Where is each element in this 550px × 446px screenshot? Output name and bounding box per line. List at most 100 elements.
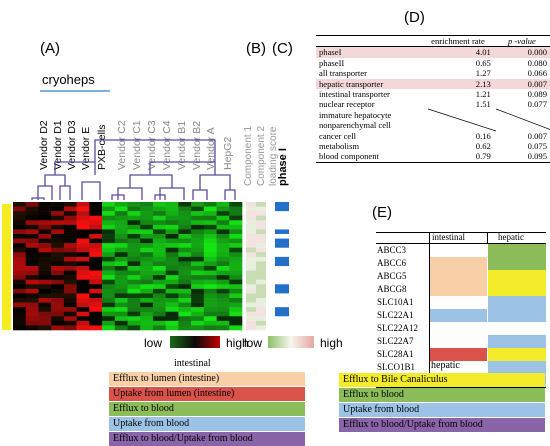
- heatmap-cell: [89, 298, 103, 303]
- table-e-bottomline: [376, 387, 546, 388]
- phase-cell: [275, 211, 289, 217]
- heatmap-cell: [102, 238, 116, 244]
- heatmap-cell: [216, 215, 230, 221]
- heatmap-cell: [127, 266, 141, 271]
- heatmap-cell: [76, 234, 90, 239]
- heatmap-cell: [203, 247, 217, 253]
- heatmap-cell: [229, 270, 243, 276]
- table-e-gene: ABCC6: [377, 258, 407, 268]
- heatmap-cell: [114, 247, 128, 253]
- panel-label-c: (C): [272, 40, 293, 57]
- heatmap-cell: [63, 247, 77, 253]
- heatmap-cell: [25, 302, 39, 308]
- heatmap-cell: [38, 252, 52, 258]
- loading-score-cell: [256, 256, 266, 262]
- heatmap-cell: [76, 307, 90, 313]
- heatmap-cell: [165, 316, 179, 322]
- heatmap-cell: [152, 302, 166, 308]
- heatmap-cell: [203, 234, 217, 239]
- heatmap-cell: [152, 261, 166, 267]
- heatmap-cell: [178, 288, 192, 294]
- heatmap-cell: [152, 206, 166, 212]
- heatmap-cell: [140, 270, 154, 276]
- heatmap-cell: [25, 206, 39, 212]
- loading-score-cell: [256, 325, 266, 331]
- heatmap-cell: [152, 243, 166, 249]
- heatmap-cell: [203, 320, 217, 326]
- loading-score-cell: [256, 211, 266, 217]
- heatmap-cell: [216, 288, 230, 294]
- heatmap-cell: [114, 252, 128, 258]
- heatmap-cell: [13, 234, 27, 239]
- heatmap-cell: [140, 243, 154, 249]
- table-d-cell-rate: 1.51: [475, 99, 491, 110]
- heatmap-cell: [102, 224, 116, 230]
- heatmap-cell: [229, 288, 243, 294]
- heatmap-cell: [13, 311, 27, 317]
- heatmap-cell: [165, 307, 179, 313]
- heatmap-cell: [127, 247, 141, 253]
- heatmap-cell: [165, 252, 179, 258]
- table-e-hepatic-cell: [488, 257, 546, 270]
- heatmap-cell: [102, 261, 116, 267]
- heatmap-cell: [152, 288, 166, 294]
- heatmap-cell: [229, 266, 243, 271]
- loading-score-cell: [246, 243, 256, 249]
- heatmap-cell: [127, 275, 141, 281]
- phase-cell: [275, 215, 289, 221]
- loading-score-cell: [256, 238, 266, 244]
- heatmap-cell: [203, 311, 217, 317]
- heatmap-cell: [216, 202, 230, 207]
- heatmap-cell: [178, 215, 192, 221]
- heatmap-cell: [165, 247, 179, 253]
- heatmap-cell: [178, 316, 192, 322]
- heatmap-cell: [191, 229, 205, 235]
- heatmap-cell: [140, 202, 154, 207]
- heatmap-cell: [152, 325, 166, 331]
- table-e-gene: SLC28A1: [377, 349, 414, 359]
- heatmap-cell: [76, 284, 90, 290]
- heatmap-cell: [102, 325, 116, 331]
- heatmap-cell: [51, 311, 65, 317]
- table-e-intestinal-cell: [430, 309, 487, 322]
- heatmap-cell: [38, 275, 52, 281]
- heatmap-cell: [51, 325, 65, 331]
- phase-cell: [275, 316, 289, 322]
- loading-score-cell: [256, 252, 266, 258]
- heatmap-cell: [102, 279, 116, 285]
- phase-cell: [275, 298, 289, 303]
- heatmap-cell: [13, 302, 27, 308]
- heatmap-cell: [152, 252, 166, 258]
- heatmap-cell: [25, 238, 39, 244]
- heatmap-cell: [216, 298, 230, 303]
- heatmap-cell: [38, 247, 52, 253]
- phase-cell: [275, 247, 289, 253]
- heatmap-cell: [89, 266, 103, 271]
- loading-score-cell: [256, 206, 266, 212]
- heatmap-cell: [76, 311, 90, 317]
- heatmap-cell: [38, 288, 52, 294]
- heatmap-cell: [229, 229, 243, 235]
- loading-score-cell: [246, 275, 256, 281]
- heatmap-cell: [102, 288, 116, 294]
- table-d-cell-p: 0.077: [527, 99, 547, 110]
- heatmap-cell: [229, 298, 243, 303]
- heatmap-cell: [178, 320, 192, 326]
- legend-item-label: Efflux to blood: [113, 403, 174, 414]
- heatmap-cell: [102, 202, 116, 207]
- heatmap-cell: [114, 224, 128, 230]
- heatmap-cell: [114, 298, 128, 303]
- phase-cell: [275, 220, 289, 226]
- heatmap-cell: [51, 293, 65, 299]
- heatmap-cell: [203, 224, 217, 230]
- heatmap-cell: [178, 234, 192, 239]
- heatmap-cell: [140, 325, 154, 331]
- table-d-row: phaseI 4.01 0.000: [316, 46, 550, 58]
- heatmap-cell: [38, 320, 52, 326]
- heatmap-cell: [229, 293, 243, 299]
- heatmap-cell: [25, 293, 39, 299]
- heatmap-cell: [127, 320, 141, 326]
- heatmap-cell: [127, 261, 141, 267]
- heatmap-cell: [114, 284, 128, 290]
